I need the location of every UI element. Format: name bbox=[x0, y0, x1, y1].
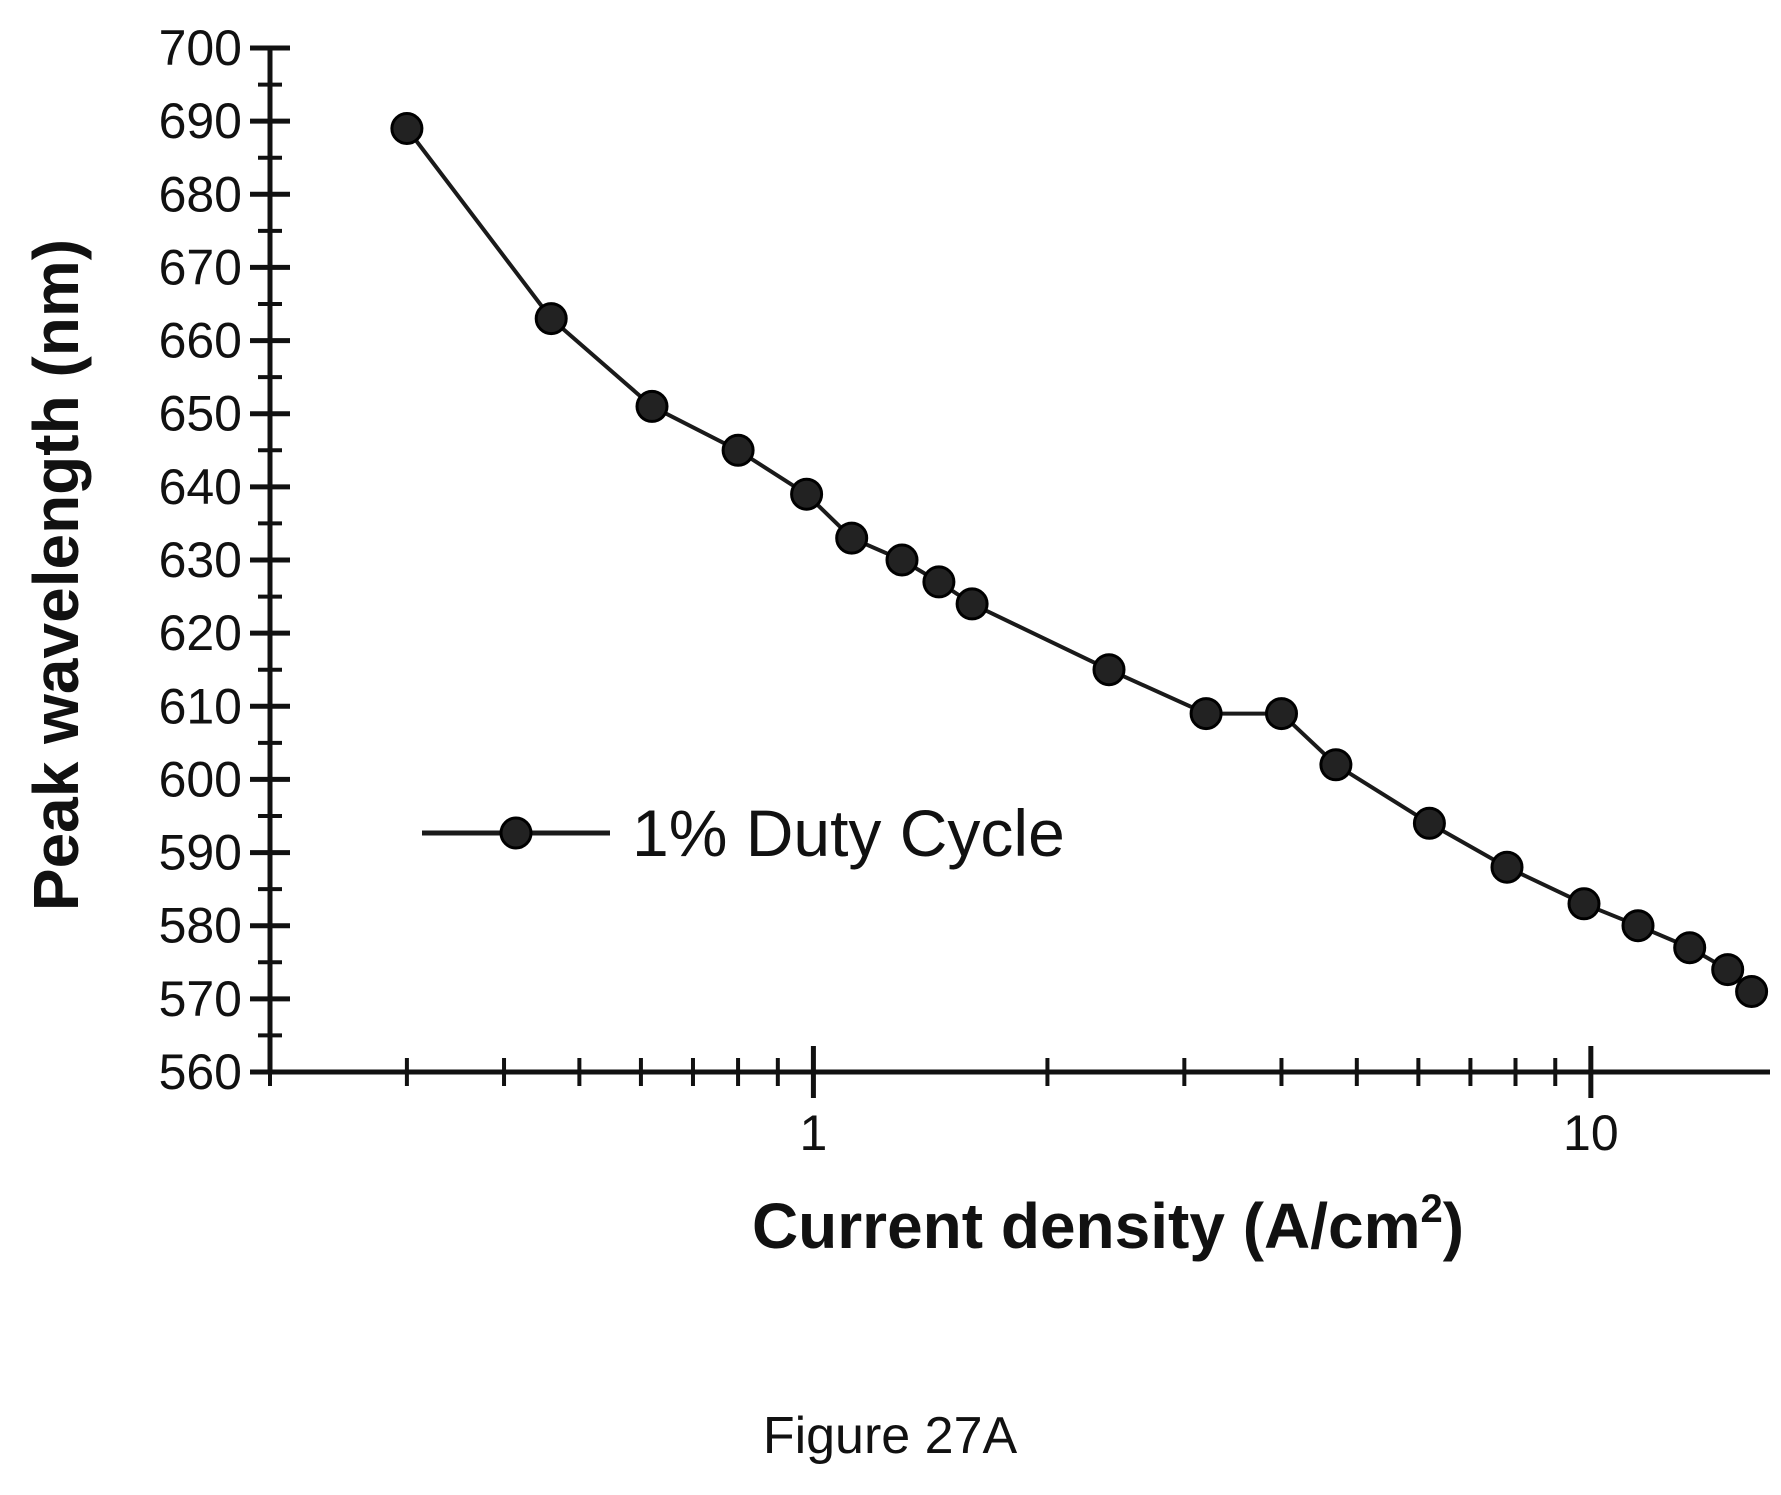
y-tick-label: 630 bbox=[159, 532, 242, 588]
figure-caption: Figure 27A bbox=[763, 1407, 1018, 1465]
data-point bbox=[1711, 953, 1745, 987]
data-point bbox=[1673, 931, 1707, 965]
y-tick-label: 590 bbox=[159, 825, 242, 881]
y-tick-label: 680 bbox=[159, 166, 242, 222]
x-axis-title-main: Current density (A/cm bbox=[752, 1190, 1421, 1262]
y-tick-label: 650 bbox=[159, 386, 242, 442]
data-point bbox=[635, 389, 669, 423]
y-tick-label: 570 bbox=[159, 971, 242, 1027]
x-axis-title-suffix: ) bbox=[1443, 1190, 1464, 1262]
axes: 560 570 580 590 600 610 620 630 640 650 660 670 680 6… bbox=[159, 20, 1770, 1161]
data-point bbox=[835, 521, 869, 555]
y-tick-label: 610 bbox=[159, 678, 242, 734]
data-point bbox=[1092, 653, 1126, 687]
data-point bbox=[1735, 975, 1769, 1008]
data-point bbox=[955, 587, 989, 621]
legend-label: 1% Duty Cycle bbox=[632, 796, 1065, 870]
x-axis-title: Current density (A/cm2) bbox=[752, 1187, 1464, 1262]
y-tick-label: 560 bbox=[159, 1044, 242, 1100]
y-tick-label: 700 bbox=[159, 20, 242, 76]
data-point bbox=[922, 565, 956, 599]
y-tick-label: 600 bbox=[159, 751, 242, 807]
series-line bbox=[405, 127, 1753, 993]
data-point bbox=[1412, 806, 1446, 840]
y-tick-label: 620 bbox=[159, 605, 242, 661]
x-tick-label: 1 bbox=[799, 1105, 827, 1161]
data-point bbox=[1567, 887, 1601, 921]
data-point bbox=[1621, 909, 1655, 943]
data-point bbox=[1265, 697, 1298, 731]
x-axis-title-superscript: 2 bbox=[1421, 1187, 1443, 1231]
y-tick-label: 690 bbox=[159, 93, 242, 149]
legend-marker bbox=[499, 816, 533, 850]
y-tick-label: 580 bbox=[159, 898, 242, 954]
x-tick-label: 10 bbox=[1563, 1105, 1619, 1161]
data-point bbox=[885, 543, 919, 577]
data-point bbox=[1189, 697, 1223, 731]
y-tick-label: 640 bbox=[159, 459, 242, 515]
y-tick-label: 670 bbox=[159, 239, 242, 295]
data-point bbox=[390, 112, 424, 145]
data-point bbox=[1490, 850, 1524, 884]
legend: 1% Duty Cycle bbox=[422, 796, 1065, 870]
y-axis-title: Peak wavelength (nm) bbox=[20, 239, 92, 911]
data-point bbox=[1319, 748, 1353, 782]
data-point bbox=[534, 302, 568, 336]
data-point bbox=[790, 477, 824, 511]
y-tick-label: 660 bbox=[159, 313, 242, 369]
series-layer bbox=[390, 112, 1769, 1008]
data-point bbox=[721, 433, 755, 467]
